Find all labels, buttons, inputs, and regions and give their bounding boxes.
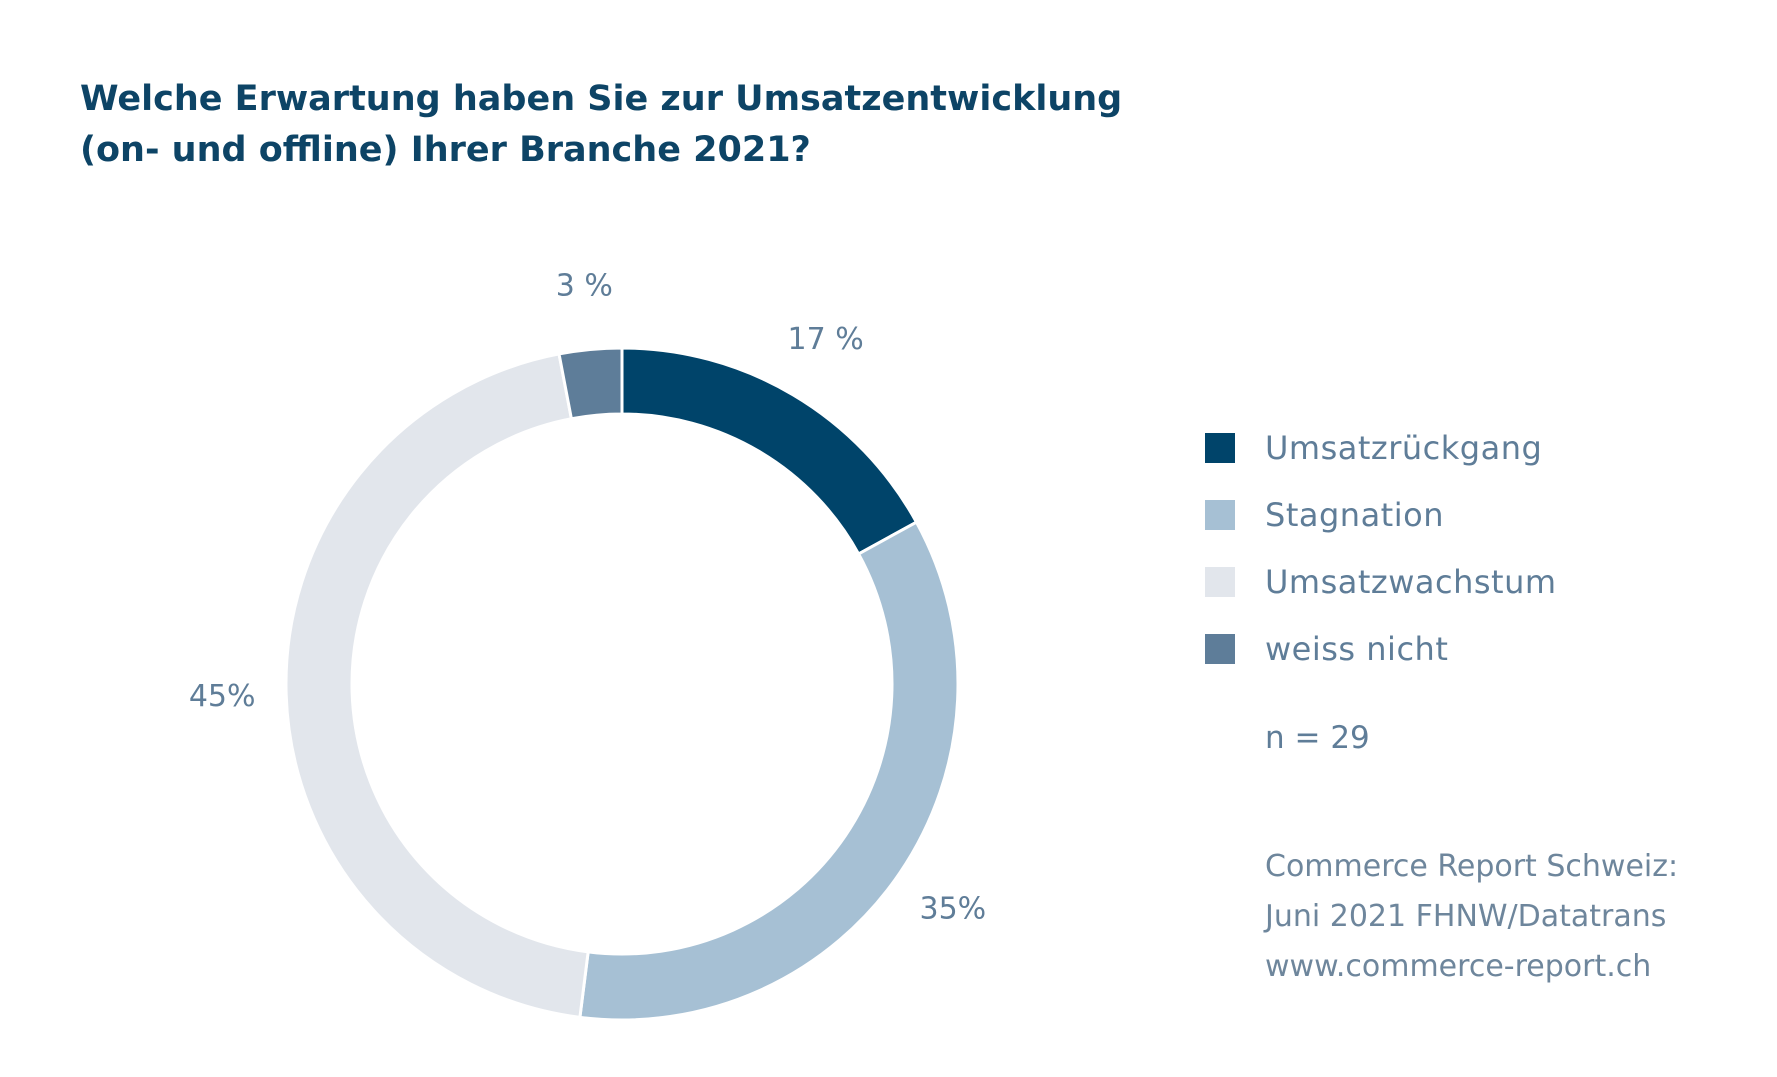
- donut-slice-weiss-nicht: [557, 346, 624, 421]
- donut-slices: [284, 346, 960, 1022]
- data-label-weiss-nicht: 3 %: [556, 268, 613, 303]
- donut-data-labels: 17 % 35% 45% 3 %: [189, 268, 986, 926]
- donut-slice-umsatzrueckgang: [620, 346, 919, 556]
- legend-label-umsatzwachstum: Umsatzwachstum: [1265, 562, 1557, 601]
- data-label-umsatzrueckgang: 17 %: [788, 322, 864, 357]
- legend-item-weiss-nicht: weiss nicht: [1205, 615, 1557, 682]
- legend-label-weiss-nicht: weiss nicht: [1265, 629, 1449, 668]
- legend-swatch-weiss-nicht: [1205, 633, 1235, 664]
- legend-label-stagnation: Stagnation: [1265, 495, 1444, 534]
- legend-swatch-stagnation: [1205, 499, 1235, 530]
- legend-item-umsatzwachstum: Umsatzwachstum: [1205, 548, 1557, 615]
- donut-slice-umsatzwachstum: [284, 352, 590, 1020]
- chart-title: Welche Erwartung haben Sie zur Umsatzent…: [80, 74, 1180, 176]
- chart-title-line-2: (on- und offline) Ihrer Branche 2021?: [80, 130, 811, 170]
- source-line-3: www.commerce-report.ch: [1265, 949, 1652, 984]
- legend-swatch-umsatzrueckgang: [1205, 432, 1235, 463]
- sample-size-note: n = 29: [1265, 720, 1370, 756]
- source-note: Commerce Report Schweiz: Juni 2021 FHNW/…: [1265, 842, 1678, 992]
- legend-item-umsatzrueckgang: Umsatzrückgang: [1205, 414, 1557, 481]
- data-label-umsatzwachstum: 45%: [189, 679, 256, 714]
- donut-slice-stagnation: [578, 520, 960, 1022]
- chart-title-line-1: Welche Erwartung haben Sie zur Umsatzent…: [80, 79, 1123, 119]
- source-line-1: Commerce Report Schweiz:: [1265, 849, 1679, 884]
- legend-item-stagnation: Stagnation: [1205, 481, 1557, 548]
- legend-label-umsatzrueckgang: Umsatzrückgang: [1265, 428, 1543, 467]
- legend-swatch-umsatzwachstum: [1205, 566, 1235, 597]
- source-line-2: Juni 2021 FHNW/Datatrans: [1265, 899, 1667, 934]
- data-label-stagnation: 35%: [919, 891, 986, 926]
- chart-legend: Umsatzrückgang Stagnation Umsatzwachstum…: [1205, 414, 1557, 682]
